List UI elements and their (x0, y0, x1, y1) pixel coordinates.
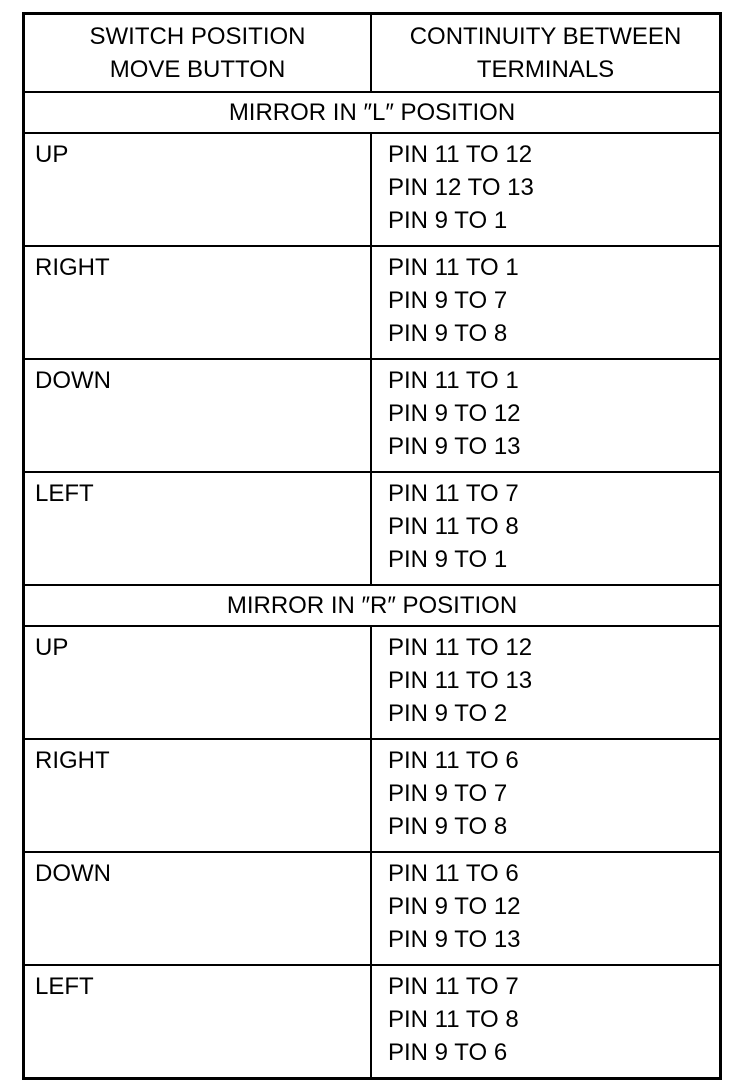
switch-position-cell: DOWN (22, 358, 372, 473)
switch-position: RIGHT (35, 747, 110, 774)
continuity-cell: PIN 11 TO 6 PIN 9 TO 7 PIN 9 TO 8 (370, 738, 722, 853)
switch-position: DOWN (35, 367, 111, 394)
switch-position-cell: DOWN (22, 851, 372, 966)
section-row: MIRROR IN ″L″ POSITION (22, 91, 722, 134)
continuity-cell: PIN 11 TO 7 PIN 11 TO 8 PIN 9 TO 6 (370, 964, 722, 1080)
continuity-item: PIN 9 TO 2 (388, 700, 508, 727)
table-row: UP PIN 11 TO 12 PIN 11 TO 13 PIN 9 TO 2 (22, 625, 722, 740)
section-title: MIRROR IN ″L″ POSITION (22, 91, 722, 134)
continuity-cell: PIN 11 TO 12 PIN 11 TO 13 PIN 9 TO 2 (370, 625, 722, 740)
continuity-item: PIN 9 TO 7 (388, 287, 508, 314)
continuity-item: PIN 9 TO 1 (388, 207, 508, 234)
continuity-cell: PIN 11 TO 6 PIN 9 TO 12 PIN 9 TO 13 (370, 851, 722, 966)
header-text: MOVE BUTTON (109, 56, 286, 83)
switch-position: UP (35, 141, 69, 168)
continuity-item: PIN 9 TO 6 (388, 1039, 508, 1066)
header-text: SWITCH POSITION (89, 23, 306, 50)
table-row: RIGHT PIN 11 TO 1 PIN 9 TO 7 PIN 9 TO 8 (22, 245, 722, 360)
continuity-item: PIN 11 TO 6 (388, 747, 519, 774)
table-row: RIGHT PIN 11 TO 6 PIN 9 TO 7 PIN 9 TO 8 (22, 738, 722, 853)
switch-position-cell: LEFT (22, 471, 372, 586)
continuity-item: PIN 11 TO 12 (388, 141, 533, 168)
switch-position-cell: UP (22, 625, 372, 740)
switch-continuity-table: SWITCH POSITION MOVE BUTTON CONTINUITY B… (22, 12, 722, 1080)
continuity-item: PIN 9 TO 13 (388, 433, 521, 460)
switch-position-cell: RIGHT (22, 245, 372, 360)
table-row: UP PIN 11 TO 12 PIN 12 TO 13 PIN 9 TO 1 (22, 132, 722, 247)
switch-position-cell: UP (22, 132, 372, 247)
continuity-item: PIN 11 TO 7 (388, 480, 519, 507)
switch-position: DOWN (35, 860, 111, 887)
switch-position: LEFT (35, 973, 94, 1000)
section-title: MIRROR IN ″R″ POSITION (22, 584, 722, 627)
section-row: MIRROR IN ″R″ POSITION (22, 584, 722, 627)
switch-position-cell: LEFT (22, 964, 372, 1080)
header-text: CONTINUITY BETWEEN (409, 23, 682, 50)
continuity-item: PIN 11 TO 1 (388, 367, 519, 394)
table-row: DOWN PIN 11 TO 1 PIN 9 TO 12 PIN 9 TO 13 (22, 358, 722, 473)
continuity-item: PIN 9 TO 12 (388, 400, 521, 427)
continuity-item: PIN 9 TO 7 (388, 780, 508, 807)
switch-position: UP (35, 634, 69, 661)
continuity-item: PIN 11 TO 6 (388, 860, 519, 887)
header-switch-position: SWITCH POSITION MOVE BUTTON (22, 12, 372, 93)
header-row: SWITCH POSITION MOVE BUTTON CONTINUITY B… (22, 12, 722, 93)
continuity-item: PIN 9 TO 8 (388, 320, 508, 347)
switch-position: LEFT (35, 480, 94, 507)
header-continuity: CONTINUITY BETWEEN TERMINALS (370, 12, 722, 93)
continuity-item: PIN 12 TO 13 (388, 174, 534, 201)
continuity-cell: PIN 11 TO 12 PIN 12 TO 13 PIN 9 TO 1 (370, 132, 722, 247)
switch-position: RIGHT (35, 254, 110, 281)
continuity-item: PIN 11 TO 13 (388, 667, 533, 694)
switch-position-cell: RIGHT (22, 738, 372, 853)
continuity-cell: PIN 11 TO 1 PIN 9 TO 12 PIN 9 TO 13 (370, 358, 722, 473)
continuity-item: PIN 9 TO 12 (388, 893, 521, 920)
continuity-item: PIN 9 TO 1 (388, 546, 508, 573)
table-row: LEFT PIN 11 TO 7 PIN 11 TO 8 PIN 9 TO 6 (22, 964, 722, 1080)
continuity-item: PIN 11 TO 1 (388, 254, 519, 281)
header-text: TERMINALS (476, 56, 615, 83)
continuity-item: PIN 11 TO 8 (388, 513, 519, 540)
continuity-cell: PIN 11 TO 7 PIN 11 TO 8 PIN 9 TO 1 (370, 471, 722, 586)
continuity-item: PIN 9 TO 13 (388, 926, 521, 953)
continuity-item: PIN 11 TO 8 (388, 1006, 519, 1033)
table-row: LEFT PIN 11 TO 7 PIN 11 TO 8 PIN 9 TO 1 (22, 471, 722, 586)
continuity-item: PIN 9 TO 8 (388, 813, 508, 840)
continuity-item: PIN 11 TO 7 (388, 973, 519, 1000)
table-row: DOWN PIN 11 TO 6 PIN 9 TO 12 PIN 9 TO 13 (22, 851, 722, 966)
continuity-cell: PIN 11 TO 1 PIN 9 TO 7 PIN 9 TO 8 (370, 245, 722, 360)
continuity-item: PIN 11 TO 12 (388, 634, 533, 661)
